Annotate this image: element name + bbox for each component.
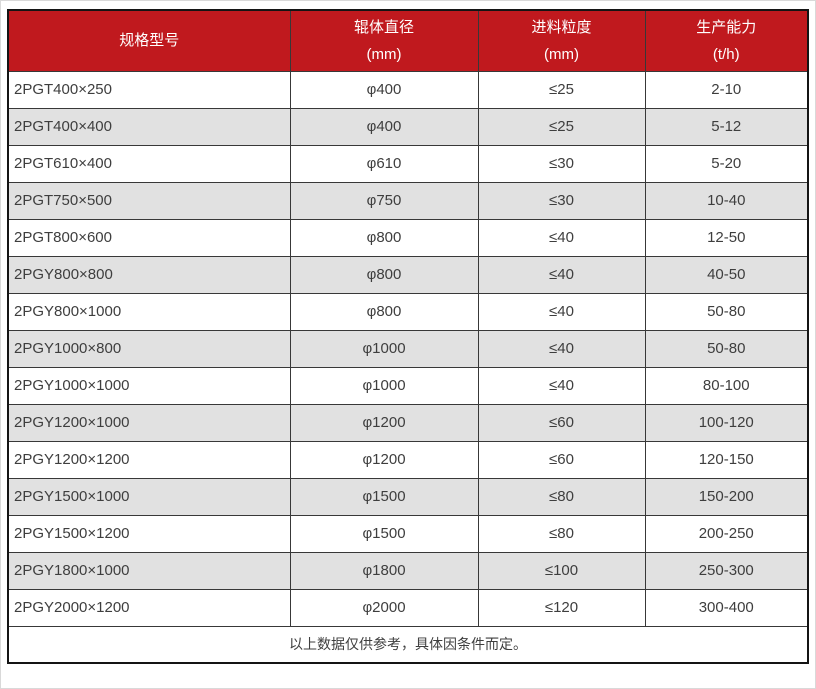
cell-capacity: 200-250 [644,514,809,553]
cell-feed-size: ≤40 [477,218,646,257]
cell-roller-diameter: φ400 [289,107,479,146]
cell-roller-diameter: φ800 [289,255,479,294]
cell-model: 2PGT610×400 [7,144,291,183]
cell-roller-diameter: φ1000 [289,329,479,368]
cell-roller-diameter: φ800 [289,218,479,257]
cell-feed-size: ≤40 [477,329,646,368]
cell-roller-diameter: φ1800 [289,551,479,590]
cell-capacity: 250-300 [644,551,809,590]
cell-model: 2PGT400×400 [7,107,291,146]
cell-capacity: 100-120 [644,403,809,442]
table-row: 2PGY1000×1000 φ1000 ≤40 80-100 [7,366,809,405]
cell-feed-size: ≤60 [477,440,646,479]
table-row: 2PGY1500×1200 φ1500 ≤80 200-250 [7,514,809,553]
cell-feed-size: ≤80 [477,514,646,553]
table-row: 2PGT400×250 φ400 ≤25 2-10 [7,70,809,109]
header-feed-size: 进料粒度 (mm) [477,9,646,72]
header-model-label: 规格型号 [119,32,180,50]
cell-feed-size: ≤60 [477,403,646,442]
header-capacity: 生产能力 (t/h) [644,9,809,72]
cell-feed-size: ≤40 [477,255,646,294]
table-row: 2PGY800×1000 φ800 ≤40 50-80 [7,292,809,331]
cell-model: 2PGT750×500 [7,181,291,220]
cell-model: 2PGY800×1000 [7,292,291,331]
cell-capacity: 80-100 [644,366,809,405]
cell-model: 2PGY2000×1200 [7,588,291,627]
header-feed-size-unit: (mm) [544,45,579,63]
cell-model: 2PGY1200×1200 [7,440,291,479]
cell-roller-diameter: φ610 [289,144,479,183]
header-roller-diameter-unit: (mm) [366,45,402,63]
cell-model: 2PGY1500×1200 [7,514,291,553]
cell-feed-size: ≤40 [477,292,646,331]
cell-feed-size: ≤100 [477,551,646,590]
table-row: 2PGT610×400 φ610 ≤30 5-20 [7,144,809,183]
cell-roller-diameter: φ1200 [289,403,479,442]
cell-capacity: 10-40 [644,181,809,220]
table-row: 2PGY800×800 φ800 ≤40 40-50 [7,255,809,294]
cell-model: 2PGT800×600 [7,218,291,257]
header-capacity-unit: (t/h) [712,45,740,63]
cell-capacity: 120-150 [644,440,809,479]
cell-roller-diameter: φ750 [289,181,479,220]
footnote: 以上数据仅供参考，具体因条件而定。 [7,625,809,664]
cell-model: 2PGT400×250 [7,70,291,109]
table-row: 2PGY1200×1000 φ1200 ≤60 100-120 [7,403,809,442]
table-row: 2PGY1500×1000 φ1500 ≤80 150-200 [7,477,809,516]
header-model: 规格型号 [7,9,291,72]
cell-feed-size: ≤40 [477,366,646,405]
header-row: 规格型号 辊体直径 (mm) 进料粒度 (mm) 生产能力 (t/h) [7,9,809,72]
cell-capacity: 5-20 [644,144,809,183]
footnote-row: 以上数据仅供参考，具体因条件而定。 [7,625,809,664]
cell-capacity: 50-80 [644,329,809,368]
cell-roller-diameter: φ1000 [289,366,479,405]
cell-capacity: 300-400 [644,588,809,627]
cell-capacity: 150-200 [644,477,809,516]
cell-feed-size: ≤30 [477,144,646,183]
cell-capacity: 50-80 [644,292,809,331]
cell-feed-size: ≤120 [477,588,646,627]
cell-capacity: 12-50 [644,218,809,257]
header-capacity-label: 生产能力 [696,18,757,36]
cell-capacity: 2-10 [644,70,809,109]
cell-model: 2PGY1800×1000 [7,551,291,590]
cell-feed-size: ≤25 [477,107,646,146]
cell-feed-size: ≤80 [477,477,646,516]
table-row: 2PGY1200×1200 φ1200 ≤60 120-150 [7,440,809,479]
cell-roller-diameter: φ1200 [289,440,479,479]
cell-roller-diameter: φ2000 [289,588,479,627]
table-row: 2PGY2000×1200 φ2000 ≤120 300-400 [7,588,809,627]
cell-model: 2PGY1000×1000 [7,366,291,405]
table-row: 2PGT400×400 φ400 ≤25 5-12 [7,107,809,146]
cell-model: 2PGY1000×800 [7,329,291,368]
cell-feed-size: ≤25 [477,70,646,109]
cell-model: 2PGY800×800 [7,255,291,294]
cell-feed-size: ≤30 [477,181,646,220]
header-roller-diameter-label: 辊体直径 [353,18,414,36]
cell-roller-diameter: φ1500 [289,477,479,516]
table-row: 2PGT750×500 φ750 ≤30 10-40 [7,181,809,220]
table-body: 2PGT400×250 φ400 ≤25 2-10 2PGT400×400 φ4… [7,70,809,627]
cell-capacity: 5-12 [644,107,809,146]
cell-model: 2PGY1200×1000 [7,403,291,442]
table-row: 2PGT800×600 φ800 ≤40 12-50 [7,218,809,257]
spec-table: 规格型号 辊体直径 (mm) 进料粒度 (mm) 生产能力 (t/h) 2PGT… [7,9,809,664]
cell-roller-diameter: φ400 [289,70,479,109]
cell-model: 2PGY1500×1000 [7,477,291,516]
header-roller-diameter: 辊体直径 (mm) [289,9,479,72]
table-row: 2PGY1800×1000 φ1800 ≤100 250-300 [7,551,809,590]
header-feed-size-label: 进料粒度 [531,18,592,36]
cell-capacity: 40-50 [644,255,809,294]
cell-roller-diameter: φ800 [289,292,479,331]
cell-roller-diameter: φ1500 [289,514,479,553]
table-row: 2PGY1000×800 φ1000 ≤40 50-80 [7,329,809,368]
